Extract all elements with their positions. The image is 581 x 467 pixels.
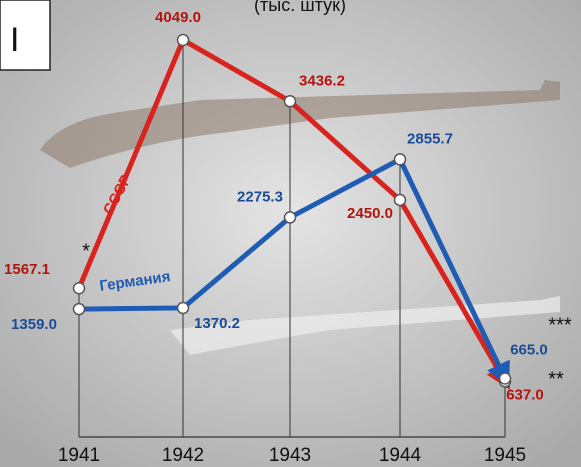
data-label: 2450.0 (347, 205, 393, 222)
x-tick-label: 1944 (379, 445, 422, 466)
data-label: 637.0 (506, 386, 544, 403)
point (72, 282, 86, 295)
data-label: 2275.3 (237, 188, 283, 205)
point (393, 153, 407, 166)
data-label: 4049.0 (155, 9, 201, 26)
annotation: * (82, 240, 90, 262)
point (283, 95, 297, 108)
point (393, 193, 407, 207)
data-label: 1370.2 (194, 315, 240, 332)
data-label: 1359.0 (11, 316, 57, 333)
point (176, 301, 190, 315)
x-tick-label: 1942 (162, 445, 204, 466)
panel-box (0, 0, 51, 71)
x-tick-label: 1941 (58, 445, 100, 466)
x-tick-label: 1945 (484, 445, 526, 466)
subtitle: (тыс. штук) (254, 0, 346, 15)
rifle-image (40, 80, 560, 168)
point (72, 302, 86, 316)
annotation: ** (548, 368, 564, 390)
x-tick-label: 1943 (269, 445, 311, 466)
data-label: 2855.7 (407, 130, 453, 147)
annotation: *** (548, 314, 572, 336)
data-label: 665.0 (510, 341, 548, 358)
data-label: 3436.2 (299, 72, 345, 89)
point (176, 33, 190, 47)
point (498, 372, 512, 385)
data-label: 1567.1 (4, 261, 50, 278)
point (283, 211, 297, 224)
panel-label: I (10, 21, 19, 59)
